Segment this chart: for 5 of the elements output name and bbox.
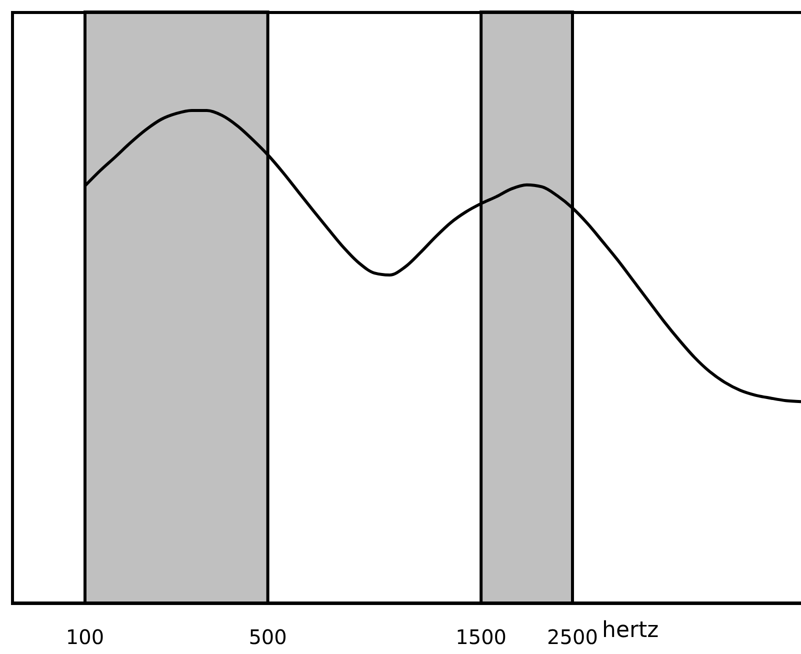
x-tick-label: 100 [66, 625, 104, 650]
x-axis-title: hertz [602, 618, 659, 643]
x-tick-label: 500 [248, 625, 287, 650]
x-tick-label: 2500 [547, 625, 598, 650]
x-tick-label: 1500 [456, 625, 507, 650]
